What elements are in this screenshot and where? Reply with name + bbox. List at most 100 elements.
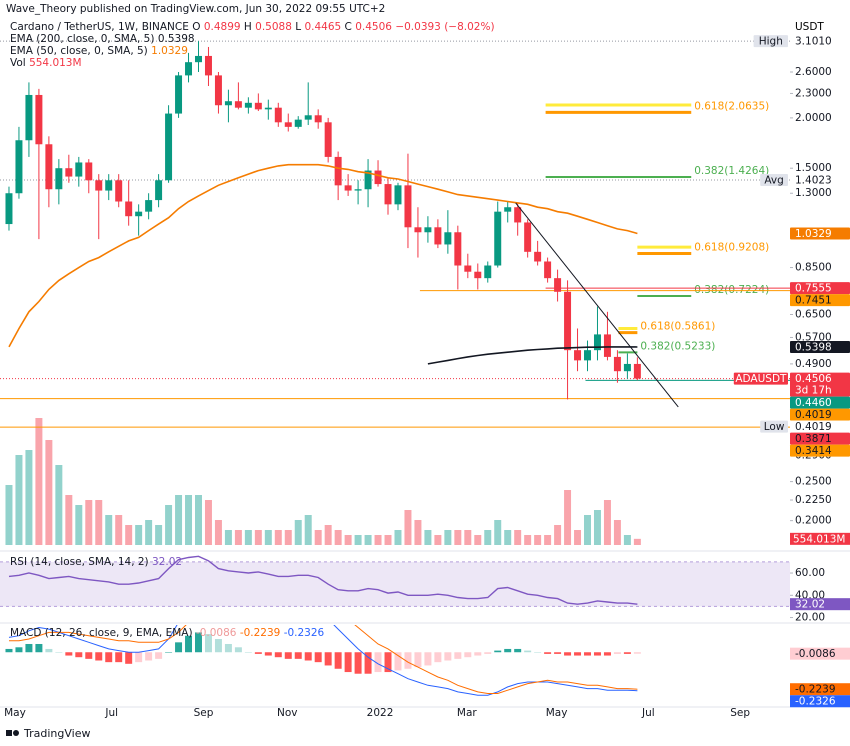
level-label: 0.618(0.5861) bbox=[640, 321, 715, 333]
axes: 2.6000 2.3000 2.0000 1.5000 1.3000 0.8500 0.65… bbox=[4, 35, 850, 719]
macd-histogram-bar bbox=[185, 635, 193, 653]
y-tick-label: 0.5700 bbox=[795, 331, 832, 343]
macd-histogram-bar bbox=[414, 652, 422, 668]
legend-row: Vol 554.013M bbox=[10, 57, 495, 69]
macd-title: MACD (12, 26, close, 9, EMA, EMA) -0.008… bbox=[10, 627, 324, 639]
price-tag-bg bbox=[760, 173, 788, 186]
price-tag-bg bbox=[733, 372, 788, 385]
candle-body bbox=[404, 185, 412, 228]
macd-histogram-bar bbox=[145, 652, 153, 661]
level-label: 0.382(0.5233) bbox=[640, 340, 715, 352]
price-label: 0.7555 bbox=[795, 283, 832, 295]
volume-bar bbox=[224, 530, 232, 545]
macd-histogram-bar bbox=[384, 652, 392, 673]
volume-bar bbox=[593, 510, 601, 545]
volume-bar bbox=[454, 530, 462, 545]
macd-histogram-bar bbox=[195, 632, 202, 653]
price-label-bg bbox=[790, 432, 850, 445]
x-tick-label: 2022 bbox=[367, 707, 394, 719]
signal-line bbox=[9, 625, 638, 694]
price-label-bg bbox=[790, 444, 850, 457]
ohlc-value: 0.4899 bbox=[203, 21, 241, 33]
volume-bar bbox=[214, 520, 222, 545]
candle-body bbox=[444, 232, 452, 245]
series-name: EMA (50, close, 0, SMA, 5) bbox=[10, 45, 148, 57]
macd-histogram-bar bbox=[264, 652, 272, 656]
volume-bar bbox=[165, 505, 173, 545]
price-label-countdown: 3d 17h bbox=[795, 385, 832, 397]
legend-row: EMA (50, close, 0, SMA, 5) 1.0329 bbox=[10, 45, 495, 57]
volume-bar bbox=[45, 440, 53, 545]
volume-bar bbox=[514, 530, 522, 545]
volume-bar bbox=[75, 505, 83, 545]
candle-body bbox=[234, 101, 242, 108]
price-label: 0.3414 bbox=[795, 445, 832, 457]
candle-body bbox=[484, 265, 492, 279]
volume-bar bbox=[394, 530, 402, 545]
price-tag-bg bbox=[753, 35, 788, 48]
volume-bar bbox=[544, 535, 552, 545]
candle-body bbox=[554, 278, 562, 292]
volume-bar bbox=[234, 530, 242, 545]
y-tick-label: 0.2500 bbox=[795, 476, 832, 488]
y-tick-label: 1.3000 bbox=[795, 187, 832, 199]
macd-histogram-bar bbox=[454, 652, 462, 659]
macd-histogram-bar bbox=[95, 652, 103, 661]
legend: Cardano / TetherUS, 1W, BINANCE O 0.4899… bbox=[10, 21, 495, 69]
ohlc-value: 0.4465 bbox=[304, 21, 342, 33]
volume-bar bbox=[484, 530, 492, 545]
y-tick-label: 2.6000 bbox=[795, 66, 832, 78]
price-label-bg bbox=[790, 396, 850, 409]
volume-bar bbox=[384, 535, 392, 545]
candle-body bbox=[224, 101, 232, 106]
volume-bar bbox=[414, 520, 422, 545]
candle-body bbox=[115, 180, 123, 202]
price-tag: High bbox=[759, 36, 783, 48]
volume-bar bbox=[155, 525, 163, 545]
x-tick-label: May bbox=[546, 707, 568, 719]
candle-body bbox=[344, 185, 352, 191]
volume-bar bbox=[125, 525, 133, 545]
volume-bar bbox=[623, 535, 631, 545]
x-tick-label: May bbox=[4, 707, 26, 719]
candle-body bbox=[35, 94, 43, 145]
x-tick-label: Jul bbox=[104, 707, 118, 719]
rsi-value-label: 32.02 bbox=[795, 599, 825, 611]
rsi-pane bbox=[0, 555, 790, 607]
price-label: 3.1010 bbox=[795, 36, 832, 48]
volume-bar bbox=[304, 515, 312, 545]
volume-bar bbox=[115, 515, 123, 545]
candle-body bbox=[15, 140, 23, 194]
macd-histogram-bar bbox=[344, 652, 352, 673]
symbol: Cardano / TetherUS, 1W, BINANCE bbox=[10, 21, 189, 33]
x-tick-label: Jul bbox=[641, 707, 655, 719]
rsi-name: RSI (14, close, SMA, 14, 2) bbox=[10, 556, 149, 568]
macd-histogram-bar bbox=[544, 652, 552, 654]
volume-bar bbox=[434, 535, 442, 545]
candle-body bbox=[254, 102, 262, 110]
level-label: 0.382(0.7224) bbox=[694, 284, 769, 296]
candle-body bbox=[155, 180, 163, 201]
y-tick-label: 0.2000 bbox=[795, 515, 832, 527]
volume-bar bbox=[324, 525, 332, 545]
candle-body bbox=[185, 62, 193, 76]
change: −0.0393 (−8.02%) bbox=[395, 21, 495, 33]
macd-label-bg bbox=[790, 683, 850, 696]
volume-bar bbox=[254, 530, 262, 545]
level-label: 0.382(1.4264) bbox=[694, 165, 769, 177]
candle-body bbox=[603, 334, 611, 357]
candle-body bbox=[55, 168, 63, 190]
candle-body bbox=[593, 334, 601, 351]
macd-histogram-bar bbox=[524, 650, 532, 653]
volume-bar bbox=[204, 500, 212, 545]
macd-histogram-bar bbox=[15, 647, 23, 653]
volume-bar bbox=[294, 520, 302, 545]
candle-body bbox=[424, 227, 432, 233]
macd-histogram-bar bbox=[374, 652, 382, 673]
candle-body bbox=[464, 265, 472, 272]
macd-histogram-bar bbox=[55, 652, 63, 653]
candle-body bbox=[75, 162, 83, 177]
candle-body bbox=[195, 55, 202, 63]
candle-body bbox=[623, 363, 631, 372]
